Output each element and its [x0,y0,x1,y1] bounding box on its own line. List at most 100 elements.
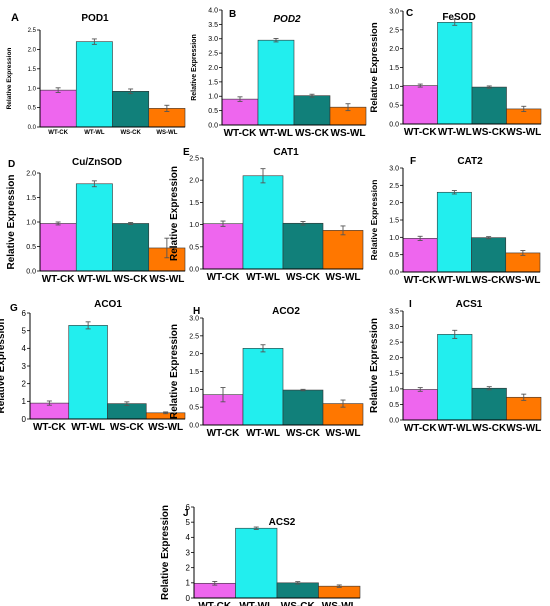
y-tick-label: 2.0 [389,200,399,207]
chart-title: CAT1 [273,147,299,158]
panel-letter: I [409,299,412,310]
panel-letter: F [410,156,416,167]
y-tick-label: 3.0 [389,165,399,172]
y-tick-label: 6 [22,309,27,318]
x-tick-label: WS-CK [110,422,145,433]
x-tick-label: WS-WL [506,127,541,138]
x-tick-label: WS-WL [148,422,183,433]
y-tick-label: 1.5 [189,200,199,207]
bar-wt-wl [437,21,473,125]
y-tick-label: 0 [22,415,27,424]
y-tick-label: 1.0 [208,94,218,101]
x-tick-label: WS-CK [472,127,507,138]
error-bar [164,237,170,259]
y-tick-label: 2.5 [189,155,199,162]
x-tick-label: WS-CK [472,423,507,434]
y-tick-label: 2.5 [208,51,218,58]
error-bar [128,88,134,95]
y-tick-label: 0.5 [389,402,399,409]
error-bar [336,584,342,588]
y-axis-label: Relative Expression [169,324,180,419]
bar-wt-ck [402,238,438,273]
panel-d: D Cu/ZnSOD Relative Expression 0.0 0.5 1.0 1.5… [6,157,186,285]
y-tick-label: 3.0 [189,315,199,322]
y-tick-label: 1.5 [189,369,199,376]
error-bar [345,103,351,112]
y-tick-label: 0.0 [208,122,218,129]
error-bar [486,236,492,240]
error-bar [253,526,259,530]
chart-title: FeSOD [442,12,475,23]
y-tick-label: 2 [22,379,27,388]
error-bar [260,168,266,184]
panel-letter: C [406,8,413,19]
x-tick-label: WT-WL [259,128,293,139]
error-bar [163,411,169,415]
bar-wt-ck [39,89,77,128]
chart-title: ACS1 [456,299,483,310]
bar-wt-wl [437,334,473,421]
panel-letter: E [183,147,190,158]
chart-title: CAT2 [457,156,483,167]
y-tick-label: 0.5 [189,244,199,251]
bar-wt-wl [75,183,113,272]
error-bar [55,221,61,226]
panel-letter: H [193,306,200,317]
y-tick-label: 2.0 [208,65,218,72]
y-tick-label: 1 [22,397,27,406]
error-bar [417,83,423,88]
bar-wt-wl [235,527,278,599]
x-tick-label: WS-CK [281,601,316,606]
y-tick-label: 1.5 [28,67,37,73]
y-tick-label: 1.0 [389,84,399,91]
error-bar [91,38,97,45]
x-tick-label: WS-WL [331,128,366,139]
x-tick-label: WS-CK [120,130,141,136]
chart-title: Cu/ZnSOD [72,157,122,168]
x-tick-label: WT-CK [207,428,241,439]
x-tick-label: WT-WL [437,275,471,286]
y-tick-label: 2 [186,563,191,572]
bar-ws-ck [276,582,319,599]
y-tick-label: 4 [22,344,27,353]
y-axis-label: Relative Expression [369,22,380,112]
bar-wt-ck [402,85,438,125]
y-axis-label: Relative Expression [160,505,171,600]
y-tick-label: 3.0 [389,324,399,331]
panel-i: I ACS1 Relative Expression 0.0 0.5 1.0 1.5 2.0 2… [369,299,542,434]
y-tick-label: 2.0 [389,355,399,362]
y-tick-label: 5 [186,518,191,527]
y-axis-label: Relative Expression [169,166,180,261]
y-tick-label: 3.0 [389,8,399,15]
y-tick-label: 6 [186,503,191,512]
x-tick-label: WS-WL [326,272,361,283]
bar-ws-ck [282,389,324,426]
x-tick-label: WT-CK [198,601,232,606]
error-bar [486,85,492,89]
error-bar [220,220,226,227]
error-bar [300,388,306,392]
bar-wt-ck [221,98,259,126]
bar-ws-ck [293,95,331,126]
y-tick-label: 0.0 [389,417,399,424]
y-tick-label: 0.0 [28,125,37,131]
bar-ws-ck [112,91,150,128]
y-tick-label: 0.0 [189,422,199,429]
bar-wt-ck [39,223,77,272]
x-tick-label: WT-CK [404,275,438,286]
y-tick-label: 1.0 [389,386,399,393]
bar-ws-ck [107,403,147,420]
x-tick-label: WS-WL [506,423,541,434]
y-tick-label: 2.5 [389,340,399,347]
x-tick-label: WT-WL [438,423,472,434]
y-tick-label: 0.5 [28,106,37,112]
x-tick-label: WT-WL [246,428,280,439]
error-bar [520,250,526,256]
y-tick-label: 2.5 [389,27,399,34]
y-tick-label: 2.0 [26,170,36,177]
x-tick-label: WS-CK [114,274,149,285]
bar-ws-ck [471,387,507,421]
y-tick-label: 1.5 [389,371,399,378]
y-tick-label: 1.0 [189,222,199,229]
error-bar [128,222,134,225]
